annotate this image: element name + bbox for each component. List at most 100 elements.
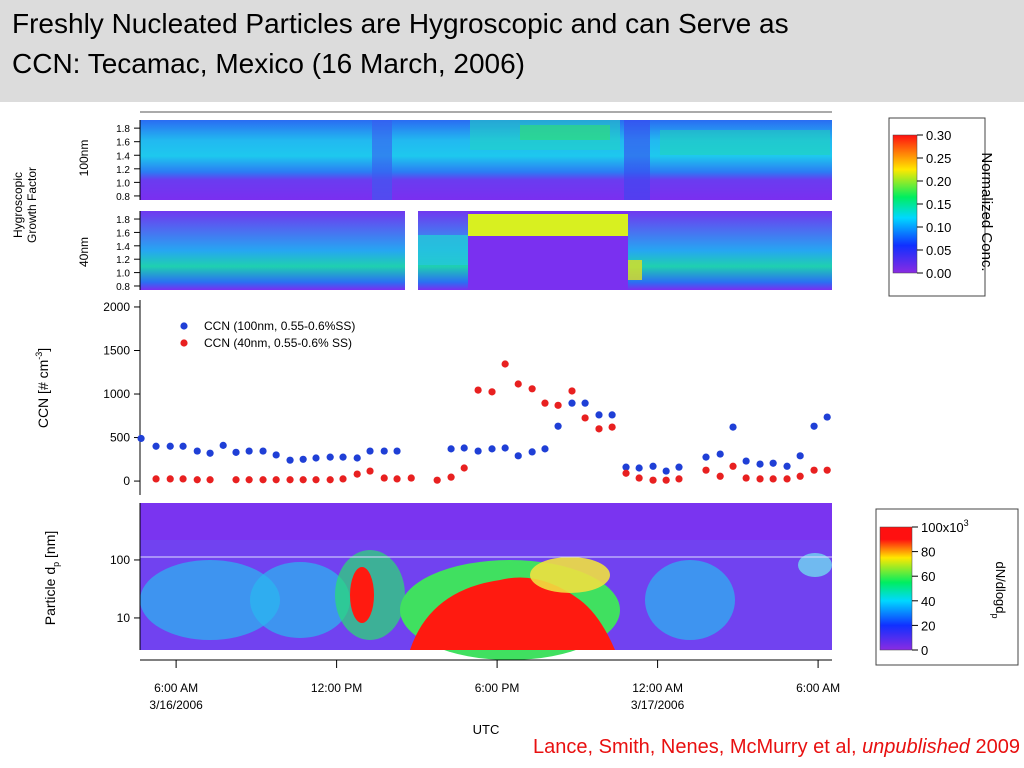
point: [769, 475, 777, 483]
point: [595, 411, 603, 419]
point: [232, 476, 240, 484]
point: [501, 360, 509, 368]
y-tick-label: 500: [110, 431, 130, 445]
point: [286, 476, 294, 484]
colorbar-tick-label: 0.00: [926, 266, 951, 281]
point: [783, 462, 791, 470]
point: [742, 457, 750, 465]
point: [407, 474, 415, 482]
point: [152, 442, 160, 450]
citation-italic: unpublished: [862, 736, 971, 758]
point: [474, 386, 482, 394]
point: [796, 472, 804, 480]
point: [166, 442, 174, 450]
point: [433, 476, 441, 484]
point: [166, 475, 174, 483]
point: [622, 469, 630, 477]
y-tick-label: 1.6: [116, 138, 130, 149]
point: [675, 475, 683, 483]
point: [488, 445, 496, 453]
point: [514, 452, 522, 460]
point: [245, 476, 253, 484]
colorbar-frame: [888, 117, 986, 297]
point: [501, 444, 509, 452]
point: [796, 452, 804, 460]
colorbar-tick-label: 0.20: [926, 174, 951, 189]
point: [326, 476, 334, 484]
point: [608, 411, 616, 419]
y-tick-label: 1500: [103, 343, 130, 357]
point: [635, 474, 643, 482]
point: [366, 467, 374, 475]
y-tick-label: 1.2: [116, 165, 130, 176]
heatmap-image: [140, 211, 832, 290]
point: [810, 466, 818, 474]
citation-authors: Lance, Smith, Nenes, McMurry et al,: [533, 736, 856, 758]
y-axis-label: CCN [# cm-3]: [34, 348, 51, 428]
y-tick-label: 10: [117, 611, 131, 625]
point: [245, 447, 253, 455]
y-tick-label: 1.8: [116, 124, 130, 135]
point: [554, 401, 562, 409]
x-tick-label: 12:00 PM: [311, 681, 362, 695]
point: [541, 445, 549, 453]
point: [460, 464, 468, 472]
colorbar-tick-label: 0.25: [926, 151, 951, 166]
colorbar-tick-label: 0.05: [926, 243, 951, 258]
y-tick-label: 1.8: [116, 215, 130, 226]
colorbar-label: Normalized Conc.: [978, 152, 995, 271]
point: [581, 414, 589, 422]
point: [729, 423, 737, 431]
point: [742, 474, 750, 482]
legend-label: CCN (100nm, 0.55-0.6%SS): [204, 319, 355, 333]
point: [193, 476, 201, 484]
label-part: dN/dlogd: [993, 561, 1008, 613]
group-label-line: Hygroscopic: [11, 172, 25, 238]
y-tick-label: 1.0: [116, 178, 130, 189]
y-tick-label: 100: [110, 553, 130, 567]
point: [286, 456, 294, 464]
point: [756, 460, 764, 468]
colorbar-frame: [875, 508, 1019, 666]
point: [622, 463, 630, 471]
point: [514, 380, 522, 388]
colorbar-tick-label: 80: [921, 545, 935, 560]
point: [179, 442, 187, 450]
y-tick-label: 1.4: [116, 151, 130, 162]
point: [259, 447, 267, 455]
x-tick-date: 3/16/2006: [149, 698, 203, 712]
x-axis-label: UTC: [473, 722, 500, 737]
point: [447, 473, 455, 481]
label-part: ]: [35, 348, 51, 352]
point: [219, 441, 227, 449]
colorbar-tick-exponent: 3: [964, 518, 969, 528]
point: [568, 399, 576, 407]
citation-year: 2009: [976, 736, 1021, 758]
label-part: Particle d: [42, 567, 58, 625]
point: [339, 475, 347, 483]
point: [380, 447, 388, 455]
point: [528, 385, 536, 393]
point: [649, 476, 657, 484]
group-label: Hygroscopic Growth Factor: [11, 167, 39, 243]
point: [152, 475, 160, 483]
point: [554, 422, 562, 430]
colorbar-tick-label: 0.15: [926, 197, 951, 212]
row-label: 40nm: [77, 237, 91, 267]
x-tick-label: 12:00 AM: [632, 681, 683, 695]
point: [312, 454, 320, 462]
title-line: Freshly Nucleated Particles are Hygrosco…: [12, 8, 789, 39]
label-part: CCN [# cm: [35, 360, 51, 428]
colorbar-tick-label: 100x103: [921, 518, 969, 535]
point: [339, 453, 347, 461]
point: [460, 444, 468, 452]
point: [312, 476, 320, 484]
colorbar-tick-label: 0: [921, 643, 928, 658]
group-label-line: Growth Factor: [25, 167, 39, 243]
point: [662, 476, 670, 484]
point: [272, 476, 280, 484]
point: [702, 453, 710, 461]
point: [702, 466, 710, 474]
point: [608, 423, 616, 431]
